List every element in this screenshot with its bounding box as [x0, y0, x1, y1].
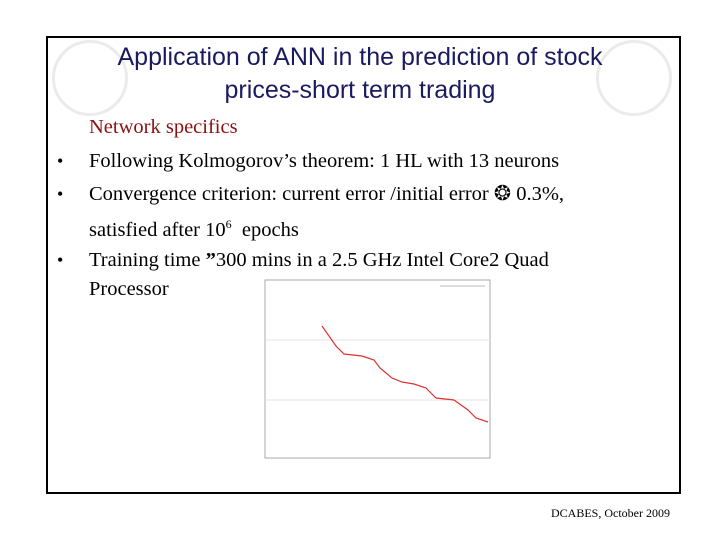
title: Application of ANN in the prediction of …	[117, 43, 603, 71]
bullet-text: Processor	[89, 278, 169, 300]
logo	[52, 40, 128, 116]
subheading: Network specifics	[89, 116, 238, 138]
symbol: ”	[205, 249, 216, 271]
bullet-text: Following Kolmogorov’s theorem: 1 HL wit…	[89, 150, 560, 172]
footer: DCABES, October 2009	[551, 506, 670, 520]
frame	[46, 36, 681, 494]
plot-image	[264, 279, 491, 459]
logo	[596, 40, 672, 116]
superscript: 6	[225, 217, 232, 231]
symbol: ❂	[493, 183, 512, 205]
bullet: •	[57, 184, 64, 204]
bullet-text: Convergence criterion: current error /in…	[89, 182, 564, 206]
text: epochs	[241, 218, 299, 241]
text: Training time	[89, 249, 201, 271]
bullet-text: Training time ”300 mins in a 2.5 GHz Int…	[89, 248, 549, 272]
text: 300 mins in a 2.5 GHz Intel Core2 Quad	[215, 249, 549, 271]
bullet: •	[57, 151, 64, 171]
text: satisfied after 10	[89, 218, 226, 241]
text: Convergence criterion: current error /in…	[89, 183, 489, 205]
text: 0.3%,	[516, 183, 565, 205]
bullet: •	[57, 250, 64, 270]
bullet-text: satisfied after 106 epochs	[89, 212, 299, 242]
title: prices-short term trading	[224, 76, 496, 104]
